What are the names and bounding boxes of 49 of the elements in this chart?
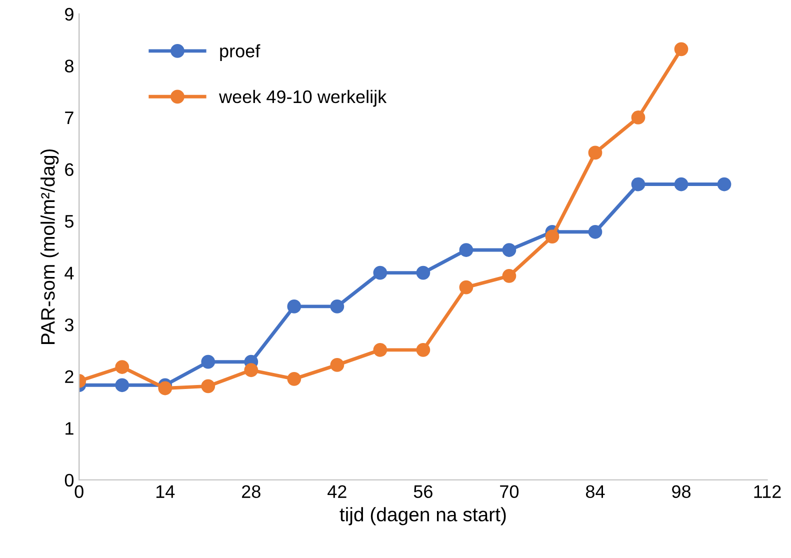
point (287, 300, 302, 314)
y-tick-label: 9 (65, 8, 74, 21)
y-tick-label: 3 (64, 318, 74, 332)
point (502, 268, 516, 283)
point (459, 243, 474, 257)
y-axis-title: PAR-som (mol/m²/dag) (40, 149, 59, 344)
point (416, 342, 430, 357)
x-tick-label: 84 (586, 485, 605, 498)
point (631, 177, 646, 192)
point (588, 224, 602, 239)
point (115, 360, 130, 374)
x-tick-label: 28 (242, 485, 260, 498)
point (588, 146, 602, 160)
point (158, 381, 172, 396)
y-tick-label: 6 (65, 163, 74, 176)
x-axis-title: tijd (dagen na start) (340, 507, 506, 526)
point (373, 266, 388, 280)
point (502, 243, 516, 257)
point (674, 42, 688, 56)
point (201, 354, 216, 369)
x-tick-label: 98 (672, 485, 691, 498)
x-tick-label: 70 (500, 485, 519, 498)
legend-label: proef (220, 44, 260, 62)
x-tick-label: 14 (156, 485, 175, 498)
point (674, 177, 688, 192)
point (545, 230, 560, 244)
point (330, 358, 344, 372)
point (459, 280, 474, 294)
point (330, 300, 344, 314)
point (416, 266, 430, 280)
point (631, 110, 646, 124)
point (244, 363, 258, 378)
y-tick-label: 2 (65, 370, 74, 383)
x-tick-label: 56 (414, 485, 432, 498)
x-tick-label: 42 (328, 485, 346, 498)
point (115, 378, 130, 392)
y-tick-label: 5 (64, 215, 74, 228)
x-tick-label: 0 (74, 485, 84, 498)
point (201, 379, 216, 394)
legend-label: week 49-10 werkelijk (218, 90, 387, 107)
y-tick-label: 0 (64, 474, 74, 487)
x-tick-label: 112 (754, 485, 781, 498)
y-tick-label: 7 (65, 112, 74, 124)
y-tick-label: 4 (64, 266, 74, 280)
point (717, 177, 732, 192)
point (287, 372, 302, 386)
y-tick-label: 8 (64, 60, 74, 72)
point (373, 342, 388, 357)
y-tick-label: 1 (66, 422, 74, 435)
